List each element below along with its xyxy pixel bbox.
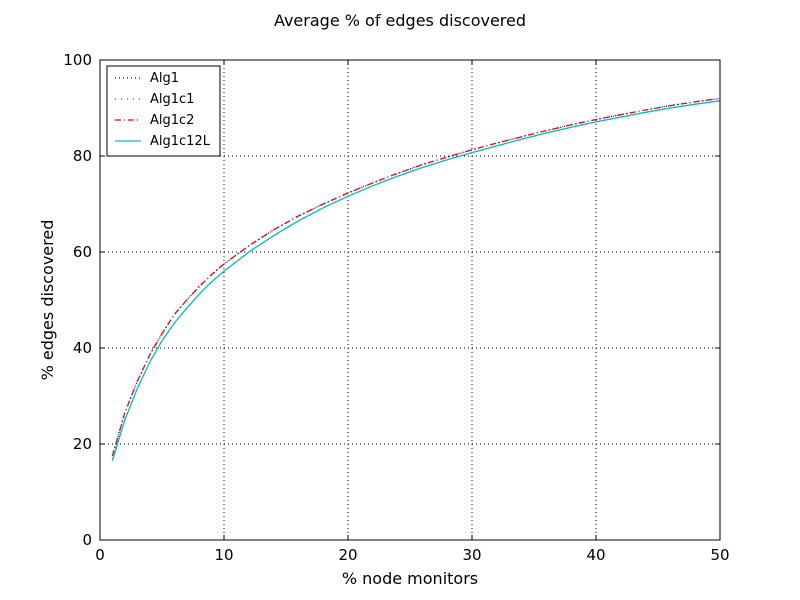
legend: Alg1 Alg1c1 Alg1c2 Alg1c12L [106, 65, 221, 157]
series-line-alg1c2 [111, 97, 721, 457]
legend-label: Alg1c2 [150, 113, 194, 128]
legend-label: Alg1c12L [150, 134, 211, 149]
series-line-alg1 [111, 97, 721, 457]
x-tick-label: 30 [462, 546, 481, 564]
x-tick-label: 50 [710, 546, 729, 564]
legend-label: Alg1c1 [150, 92, 194, 107]
grid [100, 60, 720, 540]
chart-title: Average % of edges discovered [274, 11, 526, 30]
x-tick-label: 40 [586, 546, 605, 564]
x-axis-label: % node monitors [342, 569, 478, 588]
y-axis-label: % edges discovered [38, 220, 57, 381]
y-tick-label: 0 [82, 531, 92, 549]
x-tick-label: 0 [95, 546, 105, 564]
y-tick-label: 40 [73, 339, 92, 357]
x-tick-label: 20 [338, 546, 357, 564]
axis-ticks: 0 10 20 30 40 50 0 20 40 60 80 100 [63, 51, 729, 564]
y-tick-label: 100 [63, 51, 92, 69]
y-tick-label: 20 [73, 435, 92, 453]
x-tick-label: 10 [214, 546, 233, 564]
y-tick-label: 80 [73, 147, 92, 165]
series-line-alg1c12l [111, 100, 721, 461]
series-lines [111, 97, 721, 461]
legend-label: Alg1 [150, 71, 179, 86]
plot-frame [99, 59, 721, 541]
y-tick-label: 60 [73, 243, 92, 261]
